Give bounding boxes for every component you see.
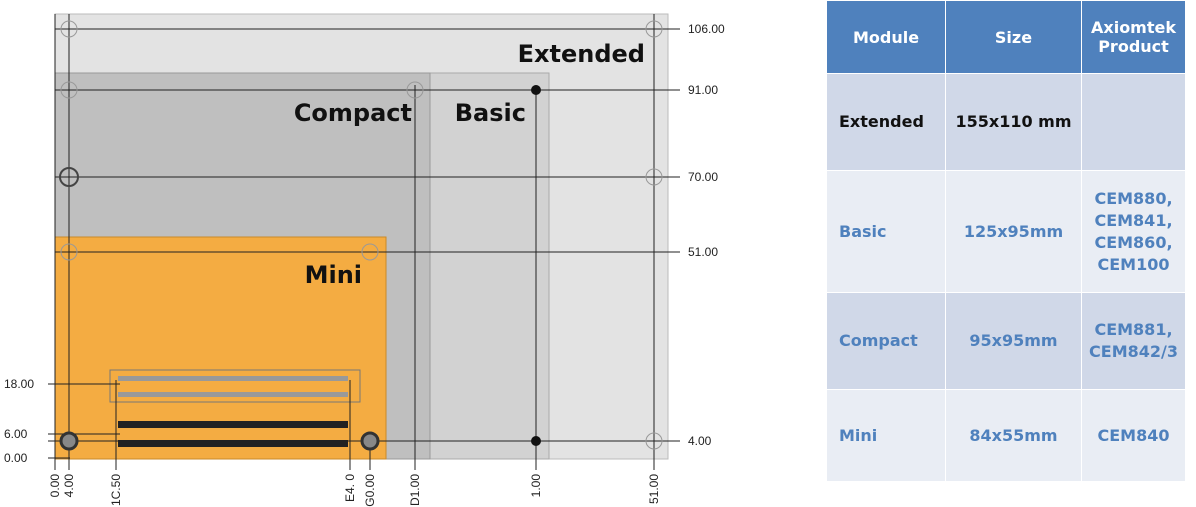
product: CEM842/3	[1089, 342, 1178, 361]
product: CEM880,	[1094, 188, 1173, 208]
dimension-label: 0.00	[48, 474, 62, 498]
connector-outline	[109, 369, 361, 403]
table-row: Basic 125x95mm CEM880, CEM841, CEM860, CEM100	[826, 170, 1186, 293]
board-label: Extended	[518, 40, 645, 68]
header-cell: Axiomtek Product	[1081, 0, 1186, 74]
mounting-hole	[531, 85, 541, 95]
mounting-hole	[59, 167, 79, 187]
dimension-label: E4. 0	[343, 474, 357, 502]
product-cell: CEM840	[1081, 389, 1186, 482]
header-cell: Size	[945, 0, 1082, 74]
connector	[118, 440, 348, 447]
mounting-hole	[531, 436, 541, 446]
form-factor-diagram: Extended Compact Basic Mini 106.00 91.00 7…	[4, 13, 725, 507]
dimension-label: 1C.50	[109, 474, 123, 506]
dimension-label: 1.00	[529, 474, 543, 498]
header-cell: Module	[826, 0, 946, 74]
dimension-label: 51.00	[688, 245, 718, 259]
product: CEM860,	[1094, 232, 1173, 252]
mounting-hole	[59, 431, 79, 451]
module-cell: Basic	[826, 170, 946, 293]
product-cell	[1081, 73, 1186, 171]
product: CEM881,	[1094, 320, 1173, 339]
connector	[118, 421, 348, 428]
product: CEM100	[1097, 254, 1170, 274]
size-cell: 95x95mm	[945, 292, 1082, 390]
table-row: Compact 95x95mm CEM881, CEM842/3	[826, 292, 1186, 390]
module-cell: Compact	[826, 292, 946, 390]
size-cell: 125x95mm	[945, 170, 1082, 293]
dimension-label: 91.00	[688, 83, 718, 97]
size-cell: 155x110 mm	[945, 73, 1082, 171]
table-row: Extended 155x110 mm	[826, 73, 1186, 171]
dimension-label: G0.00	[363, 474, 377, 507]
module-table: Module Size Axiomtek Product Extended 155…	[826, 0, 1186, 482]
product-cell: CEM881, CEM842/3	[1081, 292, 1186, 390]
table-row: Mini 84x55mm CEM840	[826, 389, 1186, 482]
dimension-label: 6.00	[4, 427, 28, 441]
dimension-label: 4.00	[688, 434, 712, 448]
dimension-label: 51.00	[647, 474, 661, 504]
board-label: Compact	[294, 99, 412, 127]
module-cell: Mini	[826, 389, 946, 482]
connector	[118, 376, 348, 381]
board-label: Basic	[455, 99, 526, 127]
mounting-hole	[360, 431, 380, 451]
dimension-label: D1.00	[408, 474, 422, 506]
connector	[118, 392, 348, 397]
dimension-label: 18.00	[4, 377, 34, 391]
dimension-label: 0.00	[4, 451, 28, 465]
product: CEM840	[1097, 425, 1170, 445]
product-cell: CEM880, CEM841, CEM860, CEM100	[1081, 170, 1186, 293]
dimension-label: 4.00	[62, 474, 76, 498]
module-cell: Extended	[826, 73, 946, 171]
mounting-holes	[60, 20, 663, 450]
product: CEM841,	[1094, 210, 1173, 230]
dimension-label: 70.00	[688, 170, 718, 184]
board-label: Mini	[305, 261, 362, 289]
dimension-label: 106.00	[688, 22, 725, 36]
size-cell: 84x55mm	[945, 389, 1082, 482]
dimension-lines	[48, 14, 680, 470]
